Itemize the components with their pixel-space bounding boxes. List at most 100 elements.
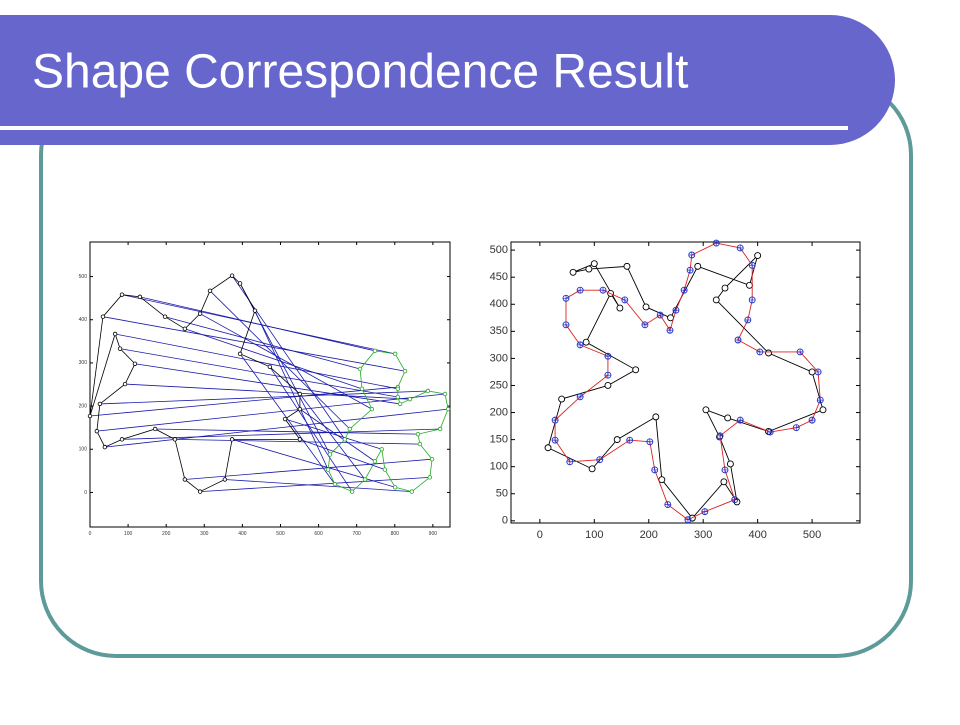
correspondence-line <box>254 310 329 470</box>
point-cross <box>562 321 569 328</box>
point-marker <box>397 401 403 407</box>
point-cross <box>604 353 611 360</box>
point-marker <box>558 395 566 403</box>
correspondence-line <box>184 328 363 390</box>
point-marker <box>724 414 732 422</box>
y-tick-label: 150 <box>490 434 508 446</box>
correspondence-line <box>155 428 419 435</box>
y-tick-label: 500 <box>490 244 508 256</box>
point-marker <box>632 366 640 374</box>
x-tick-label: 400 <box>748 529 766 541</box>
point-marker <box>327 452 333 457</box>
point-marker <box>392 485 398 490</box>
y-tick-label: 400 <box>79 317 88 323</box>
point-cross <box>793 424 800 431</box>
point-marker <box>372 348 378 354</box>
point-cross <box>577 341 584 348</box>
point-marker <box>362 477 368 482</box>
point-marker <box>590 260 598 268</box>
point-marker <box>229 273 235 278</box>
correspondence-line <box>231 438 396 488</box>
point-marker <box>765 349 772 357</box>
point-marker <box>372 459 378 464</box>
x-tick-label: 500 <box>276 531 285 537</box>
correspondence-line <box>224 479 412 492</box>
point-marker <box>415 431 421 437</box>
point-cross <box>681 287 688 294</box>
x-tick-label: 0 <box>89 531 92 537</box>
x-tick-label: 900 <box>429 531 438 537</box>
point-marker <box>402 368 408 374</box>
point-marker <box>604 382 612 389</box>
point-cross <box>646 438 653 445</box>
point-marker <box>297 391 303 397</box>
series-line <box>547 254 824 519</box>
point-marker <box>297 406 303 412</box>
point-marker <box>721 284 729 292</box>
point-cross <box>817 397 824 404</box>
point-marker <box>658 476 666 484</box>
point-marker <box>222 477 228 482</box>
point-marker <box>122 381 128 387</box>
point-marker <box>100 314 106 319</box>
point-marker <box>162 314 168 319</box>
point-cross <box>641 321 648 328</box>
point-marker <box>342 437 348 442</box>
point-cross <box>731 496 738 503</box>
x-tick-label: 200 <box>162 531 171 537</box>
point-marker <box>392 351 398 357</box>
point-marker <box>237 281 243 286</box>
point-cross <box>552 437 559 444</box>
y-tick-label: 300 <box>490 352 508 364</box>
point-cross <box>577 393 584 400</box>
y-tick-label: 450 <box>490 271 508 283</box>
correspondence-line <box>104 408 449 448</box>
point-marker <box>97 401 103 407</box>
y-tick-label: 50 <box>496 488 508 500</box>
point-cross <box>809 417 816 424</box>
point-marker <box>382 467 388 472</box>
point-cross <box>552 417 559 424</box>
point-marker <box>229 437 235 442</box>
point-cross <box>744 316 751 323</box>
correspondence-line <box>89 386 398 417</box>
title-bar <box>0 15 895 145</box>
x-tick-label: 500 <box>803 529 821 541</box>
y-tick-label: 100 <box>79 447 88 453</box>
plots: 0 100 200 300 400 500 600 700 800 900010020030040… <box>79 239 861 541</box>
point-marker <box>746 281 753 289</box>
point-marker <box>357 366 363 372</box>
y-tick-label: 200 <box>79 403 88 409</box>
point-marker <box>808 368 816 376</box>
point-cross <box>684 516 691 523</box>
x-tick-label: 400 <box>238 531 247 537</box>
correspondence-line <box>199 313 373 410</box>
point-cross <box>797 348 804 355</box>
y-tick-label: 350 <box>490 325 508 337</box>
point-marker <box>349 489 355 494</box>
correspondence-line <box>184 458 433 480</box>
point-marker <box>407 396 413 402</box>
point-marker <box>642 303 650 311</box>
point-marker <box>425 388 431 394</box>
correspondence-line <box>200 476 430 492</box>
x-tick-label: 100 <box>124 531 133 537</box>
point-marker <box>613 436 621 444</box>
point-marker <box>359 386 365 392</box>
series-line <box>89 275 301 493</box>
point-cross <box>735 336 742 343</box>
point-cross <box>604 372 611 379</box>
point-marker <box>379 447 385 452</box>
point-marker <box>442 391 448 397</box>
point-marker <box>437 426 443 432</box>
point-marker <box>237 351 243 357</box>
correspondence-line <box>96 393 446 432</box>
point-cross <box>756 348 763 355</box>
point-marker <box>409 489 415 494</box>
slide-title: Shape Correspondence Result <box>32 46 688 99</box>
x-tick-label: 0 <box>537 529 543 541</box>
point-cross <box>737 244 744 251</box>
point-cross <box>621 296 628 303</box>
y-tick-label: 100 <box>490 461 508 473</box>
point-marker <box>694 262 702 270</box>
